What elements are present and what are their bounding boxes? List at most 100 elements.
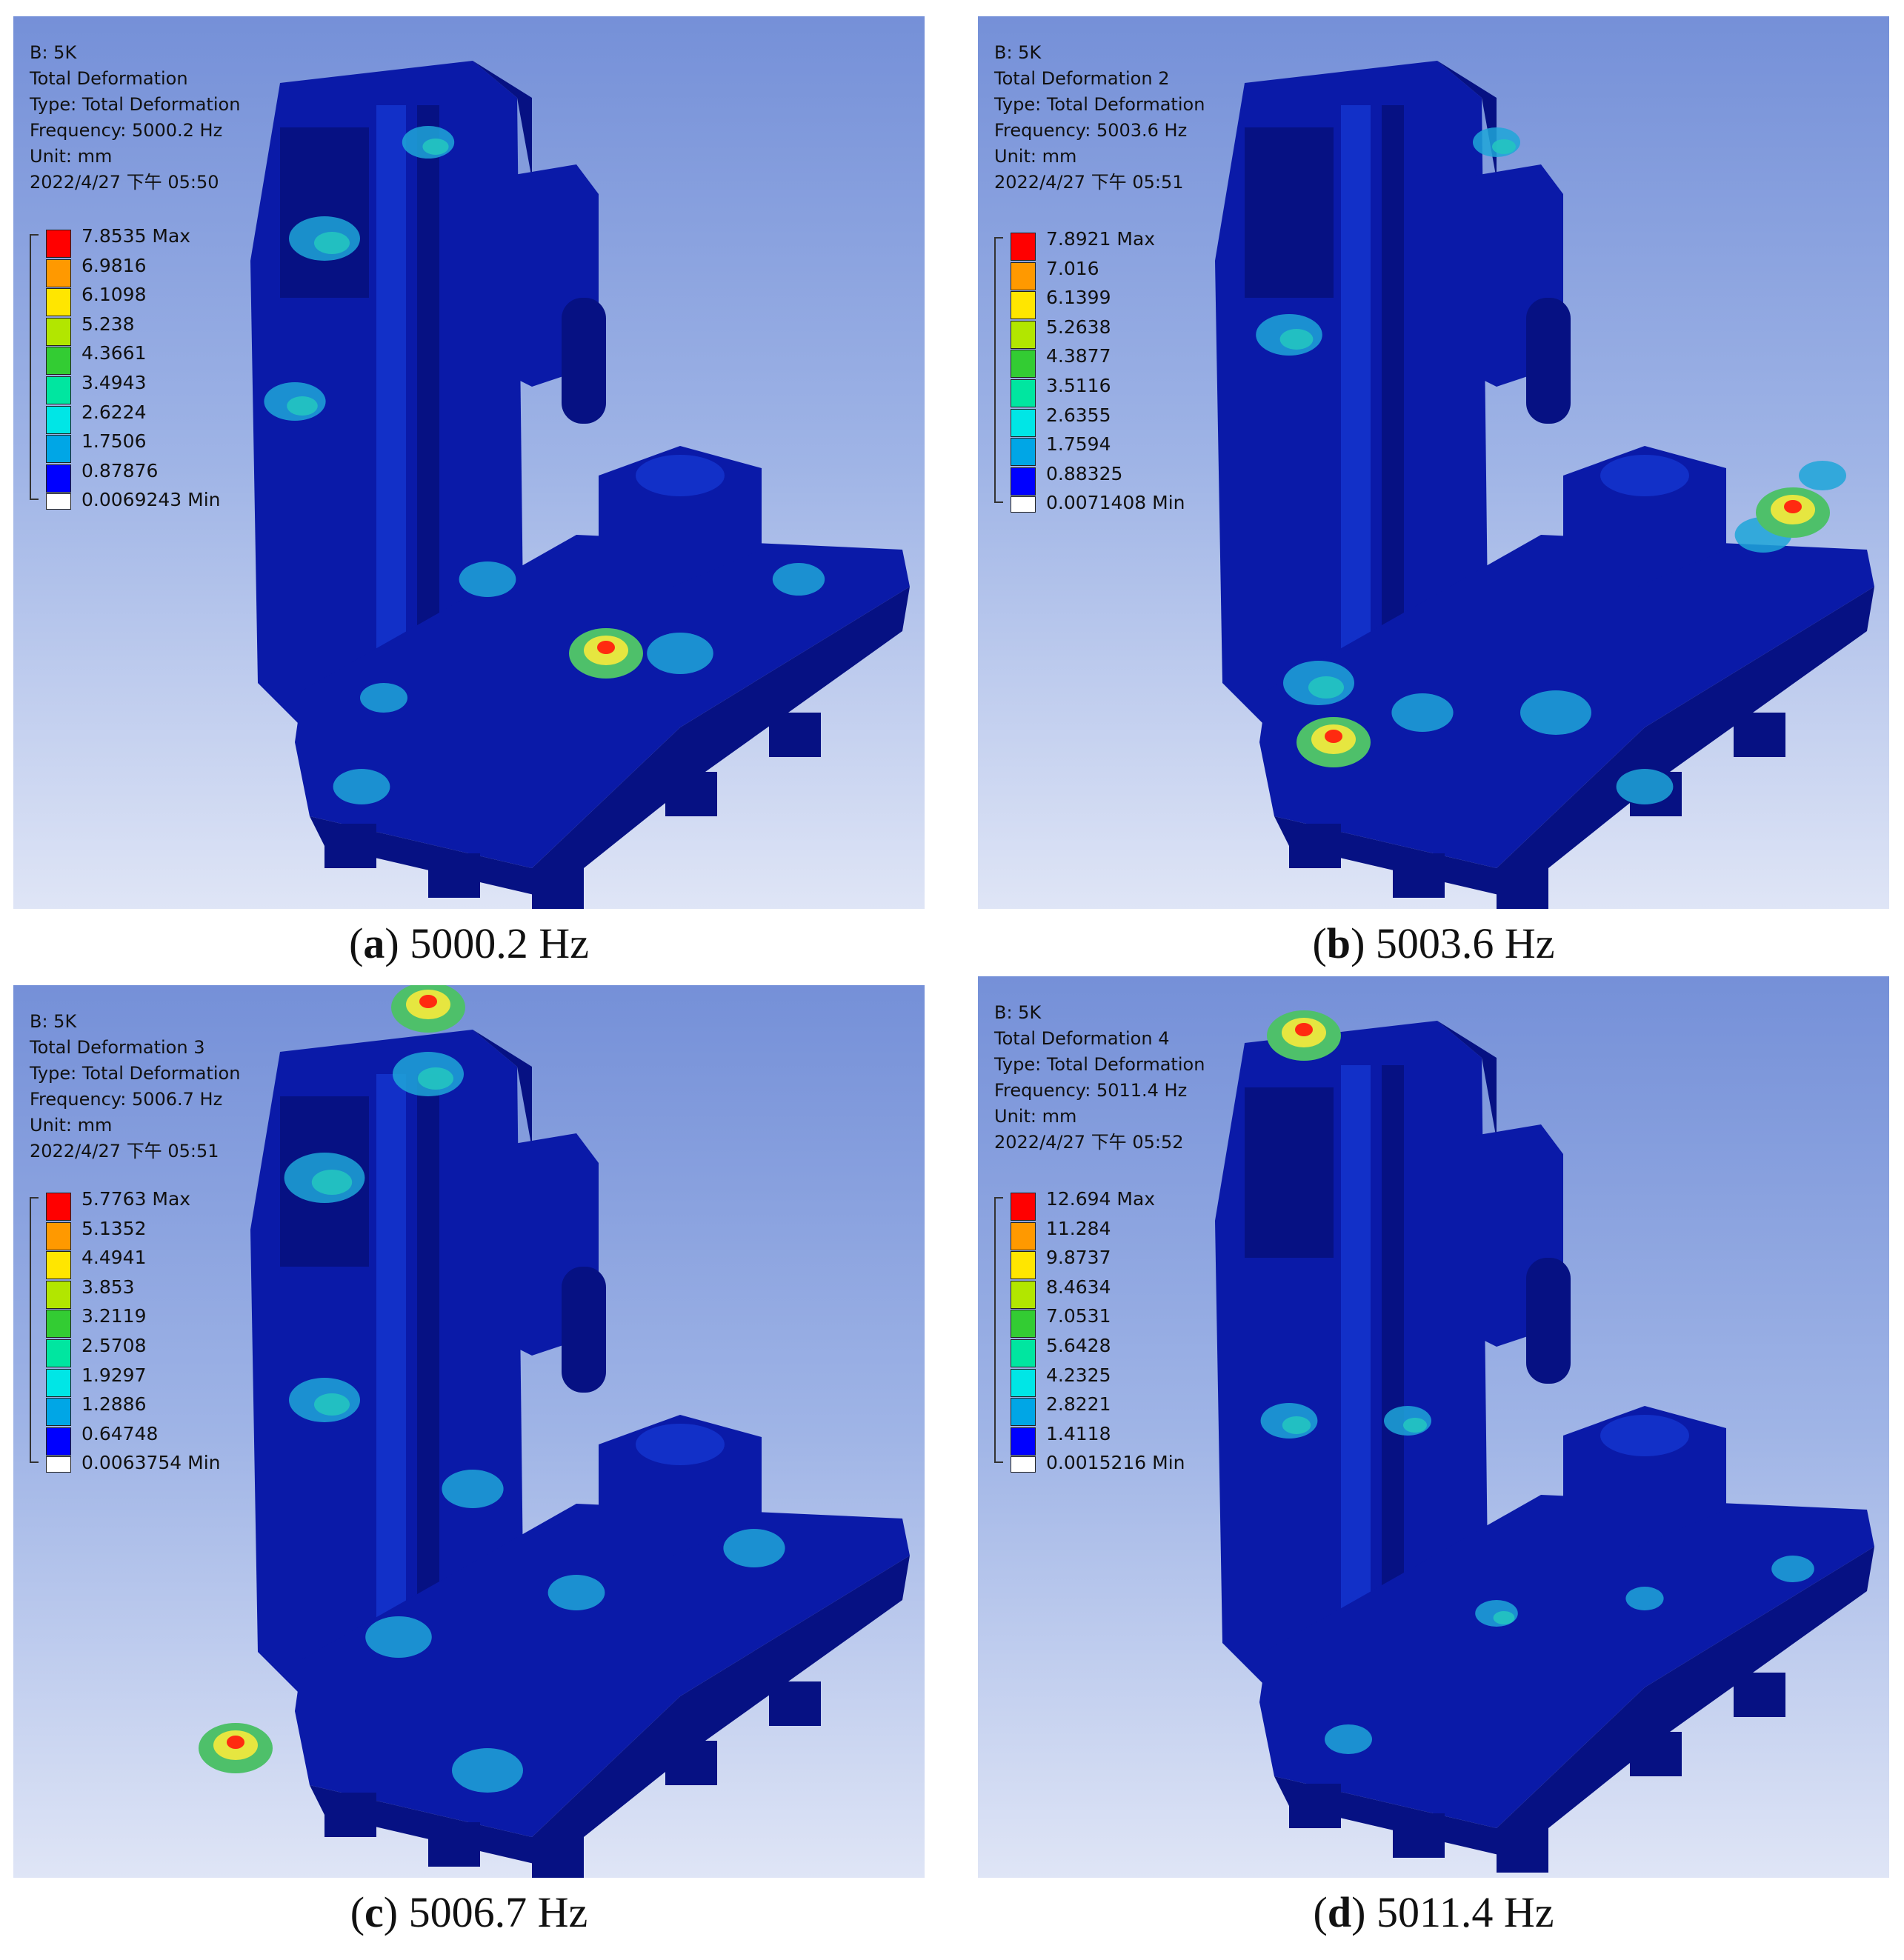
legend-bracket: [30, 1197, 39, 1463]
legend-bracket: [994, 1197, 1003, 1463]
legend-label: 0.87876: [81, 459, 159, 481]
machine-foot: [769, 1681, 821, 1726]
bed-side-face: [1497, 1547, 1874, 1858]
legend-label: 7.8921 Max: [1046, 228, 1156, 250]
machine-foot: [665, 1741, 717, 1785]
caption-b: (b) 5003.6 Hz: [1312, 919, 1555, 967]
legend-swatch: [46, 1368, 71, 1397]
machine-foot: [1393, 853, 1445, 898]
legend-label: 2.6355: [1046, 404, 1111, 426]
viewport-a: B: 5K Total Deformation Type: Total Deform…: [13, 16, 925, 909]
machine-foot: [324, 824, 376, 868]
legend-label: 7.016: [1046, 257, 1099, 279]
legend-label: 0.0015216 Min: [1046, 1452, 1185, 1474]
caption-c: (c) 5006.7 Hz: [350, 1888, 588, 1936]
worktable-spindle: [1600, 455, 1689, 496]
legend-swatch: [1011, 467, 1036, 496]
deformation-contour: [333, 769, 390, 804]
machine-model-a: [250, 61, 910, 909]
legend-swatch: [46, 1280, 71, 1309]
machine-model-c: [199, 985, 910, 1878]
legend-swatch: [1011, 233, 1036, 261]
viewport-c: B: 5K Total Deformation 3 Type: Total Defo…: [13, 985, 925, 1878]
legend-bracket: [30, 234, 39, 500]
machine-foot: [428, 853, 480, 898]
legend-swatch: [1011, 1221, 1036, 1250]
legend-label: 1.7594: [1046, 433, 1111, 456]
column-top-face: [473, 61, 532, 179]
column-panel: [1245, 1087, 1334, 1258]
legend-swatch: [46, 464, 71, 493]
deformation-contour: [1493, 1611, 1515, 1624]
column-guide-rail: [376, 1074, 406, 1652]
info-line: B: 5K: [30, 42, 77, 63]
column-guide-rail: [1341, 105, 1371, 683]
caption-frequency: 5006.7 Hz: [408, 1888, 588, 1936]
viewport-b: B: 5K Total Deformation 2 Type: Total Defo…: [978, 16, 1889, 909]
legend-swatch: [46, 405, 71, 434]
caption-a: (a) 5000.2 Hz: [349, 919, 589, 967]
info-line: 2022/4/27 下午 05:52: [994, 1132, 1184, 1153]
legend-swatch: [46, 317, 71, 346]
machine-foot: [1497, 868, 1548, 909]
worktable-spindle: [636, 1424, 725, 1465]
info-line: B: 5K: [30, 1011, 77, 1032]
legend-swatch: [1011, 1251, 1036, 1280]
machine-foot: [1734, 1673, 1785, 1717]
legend-label: 4.2325: [1046, 1364, 1111, 1386]
legend-swatch: [46, 230, 71, 258]
machine-foot: [1734, 713, 1785, 757]
info-block-a: B: 5K Total Deformation Type: Total Deform…: [30, 40, 240, 196]
legend-label: 5.1352: [81, 1217, 147, 1239]
info-line: B: 5K: [994, 42, 1042, 63]
info-line: Unit: mm: [994, 146, 1077, 167]
caption-frequency: 5003.6 Hz: [1375, 919, 1555, 967]
deformation-contour: [422, 139, 449, 155]
legend-swatch: [1011, 1339, 1036, 1367]
legend-label: 7.8535 Max: [81, 225, 191, 247]
info-line: Frequency: 5006.7 Hz: [30, 1089, 223, 1110]
legend-swatch: [46, 1251, 71, 1280]
legend-label: 2.6224: [81, 401, 147, 423]
caption-letter: c: [365, 1888, 384, 1936]
legend-swatch: [1011, 1193, 1036, 1221]
legend-swatch: [1011, 1310, 1036, 1339]
machine-foot: [769, 713, 821, 757]
legend-label: 4.4941: [81, 1247, 147, 1269]
legend-label: 8.4634: [1046, 1276, 1111, 1298]
column-top-face: [1437, 1021, 1497, 1139]
column-guide-rail: [376, 105, 406, 683]
caption-frequency: 5011.4 Hz: [1376, 1888, 1554, 1936]
legend-swatch: [46, 1193, 71, 1221]
caption-letter: d: [1327, 1888, 1352, 1936]
machine-foot: [1289, 824, 1341, 868]
info-line: Type: Total Deformation: [994, 1054, 1205, 1075]
bed-side-face: [532, 587, 910, 898]
caption-d: (d) 5011.4 Hz: [1313, 1888, 1554, 1936]
legend-swatch: [46, 376, 71, 404]
legend-label: 1.4118: [1046, 1422, 1111, 1444]
spindle-nose: [1526, 298, 1571, 424]
info-block-d: B: 5K Total Deformation 4 Type: Total Defo…: [994, 1000, 1205, 1156]
worktable-spindle: [1600, 1415, 1689, 1456]
deformation-contour: [1616, 769, 1674, 804]
hotspot-max: [1295, 1023, 1313, 1036]
deformation-contour: [1520, 690, 1591, 735]
legend-label: 0.88325: [1046, 462, 1123, 484]
info-line: Frequency: 5003.6 Hz: [994, 120, 1188, 141]
info-line: 2022/4/27 下午 05:51: [30, 1141, 219, 1161]
info-line: Unit: mm: [30, 146, 113, 167]
info-line: Unit: mm: [994, 1106, 1077, 1127]
legend-label: 6.1098: [81, 284, 147, 306]
spindle-nose: [562, 298, 606, 424]
deformation-contour: [452, 1748, 523, 1793]
machine-bed: [295, 535, 910, 868]
hotspot-max: [1325, 730, 1342, 743]
info-line: Frequency: 5011.4 Hz: [994, 1080, 1188, 1101]
column-guide-rail: [1382, 1065, 1404, 1643]
machine-foot: [532, 868, 584, 909]
legend-swatch: [1011, 1398, 1036, 1427]
info-line: Total Deformation 4: [994, 1028, 1170, 1049]
column-guide-rail: [1341, 1065, 1371, 1643]
legend-label: 0.0069243 Min: [81, 489, 221, 511]
